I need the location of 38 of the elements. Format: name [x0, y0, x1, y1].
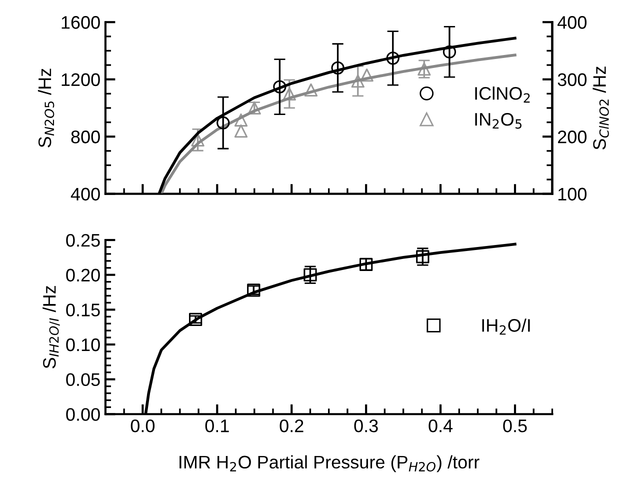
- point: [351, 74, 364, 88]
- y-tick-label: 800: [71, 130, 100, 144]
- y2-axis-title: S$_{ClNO2}$ /Hz: [592, 66, 609, 150]
- x-tick-label: 0.1: [205, 419, 229, 432]
- point: [360, 68, 374, 82]
- y-tick-label: 0.05: [66, 373, 100, 386]
- legend-label: IH$_{2}$O/I: [482, 318, 530, 335]
- y-tick-label: 0.00: [66, 408, 100, 421]
- point: [416, 250, 430, 264]
- x-tick-label: 0.3: [354, 419, 378, 432]
- legend-label: IClNO$_{2}$: [475, 86, 530, 103]
- x-tick-label: 0.4: [428, 419, 453, 432]
- point: [234, 113, 248, 127]
- y-tick-label: 400: [70, 188, 100, 201]
- y2-tick-label: 100: [558, 188, 587, 201]
- point: [188, 312, 202, 326]
- point: [234, 124, 248, 138]
- y-tick-label: 0.15: [66, 304, 100, 316]
- x-tick-label: 0.0: [130, 419, 155, 432]
- y-tick-label: 0.20: [66, 268, 100, 282]
- point: [191, 133, 204, 146]
- x-tick-label: 0.5: [503, 419, 527, 432]
- y2-tick-label: 300: [558, 73, 587, 86]
- point: [304, 268, 317, 282]
- y2-tick-label: 400: [558, 16, 587, 29]
- x-axis-title: IMR H$_{2}$O Partial Pressure (P$_{H2O}$) /torr: [180, 455, 480, 472]
- legend-label: IN$_{2}$O$_{5}$: [475, 112, 522, 129]
- y-tick-label: 0.25: [66, 234, 100, 247]
- y2-tick-label: 200: [558, 130, 587, 144]
- y-tick-label: 0.10: [66, 338, 100, 352]
- y-tick-label: 1200: [62, 73, 100, 86]
- y-axis-title: S$_{IH2O/I}$ /Hz: [42, 286, 60, 368]
- point: [418, 62, 431, 76]
- y-tick-label: 1600: [62, 16, 100, 29]
- point: [304, 83, 318, 97]
- point: [282, 87, 296, 101]
- y-axis-title: S$_{N2O5}$ /Hz: [38, 68, 54, 148]
- x-tick-label: 0.2: [280, 419, 304, 432]
